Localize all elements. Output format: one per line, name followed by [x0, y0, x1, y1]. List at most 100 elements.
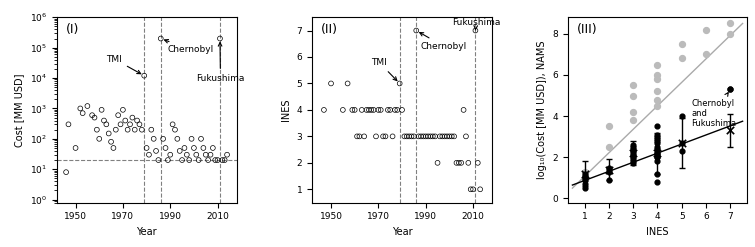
Point	[676, 114, 688, 118]
Point	[143, 153, 155, 157]
Point	[365, 108, 378, 112]
Point	[128, 128, 140, 132]
Point	[578, 182, 590, 186]
Point	[652, 73, 664, 77]
Point	[448, 134, 460, 138]
Point	[578, 178, 590, 182]
Point	[451, 161, 463, 165]
Point	[424, 134, 436, 138]
Point	[351, 134, 363, 138]
Point	[140, 146, 153, 150]
Point	[652, 145, 664, 149]
Point	[627, 151, 639, 155]
Text: (II): (II)	[321, 23, 338, 36]
Point	[627, 157, 639, 161]
Point	[183, 158, 196, 162]
Point	[453, 161, 465, 165]
Point	[652, 151, 664, 155]
Point	[578, 186, 590, 190]
Point	[652, 153, 664, 157]
Point	[124, 122, 136, 126]
Text: (I): (I)	[66, 23, 79, 36]
Point	[578, 170, 590, 174]
Point	[341, 82, 353, 85]
Point	[602, 124, 615, 128]
Point	[420, 134, 432, 138]
Point	[164, 153, 176, 157]
Point	[399, 134, 411, 138]
Point	[401, 134, 413, 138]
Point	[700, 28, 712, 32]
Point	[109, 128, 122, 132]
Point	[462, 161, 474, 165]
Point	[676, 57, 688, 61]
Point	[724, 87, 736, 91]
Point	[652, 135, 664, 139]
Point	[627, 110, 639, 114]
Point	[627, 155, 639, 159]
Point	[176, 158, 188, 162]
Point	[214, 37, 226, 41]
Point	[652, 147, 664, 151]
Point	[652, 133, 664, 137]
Point	[676, 42, 688, 46]
Point	[652, 77, 664, 81]
Point	[188, 146, 200, 150]
Point	[602, 168, 615, 172]
Point	[652, 180, 664, 184]
Point	[470, 29, 482, 33]
Point	[602, 168, 615, 172]
Text: (III): (III)	[577, 23, 597, 36]
Point	[602, 165, 615, 169]
Point	[458, 108, 470, 112]
Text: Fukushima: Fukushima	[196, 42, 245, 83]
Point	[180, 153, 193, 157]
Point	[578, 172, 590, 176]
Y-axis label: log₁₀(Cost [MM USD]), NAMS: log₁₀(Cost [MM USD]), NAMS	[537, 41, 547, 179]
Point	[415, 134, 427, 138]
Point	[353, 134, 365, 138]
Point	[100, 122, 112, 126]
Point	[318, 108, 330, 112]
Point	[652, 172, 664, 176]
Point	[207, 146, 219, 150]
Point	[652, 98, 664, 102]
Point	[82, 104, 94, 108]
Point	[464, 187, 476, 191]
Point	[627, 118, 639, 122]
Point	[403, 134, 415, 138]
Point	[86, 113, 98, 117]
Point	[105, 140, 117, 144]
Point	[370, 134, 382, 138]
Point	[159, 146, 171, 150]
Point	[602, 170, 615, 174]
Point	[148, 137, 160, 141]
Point	[131, 119, 143, 123]
Point	[627, 153, 639, 157]
Point	[652, 141, 664, 145]
Point	[384, 108, 396, 112]
X-axis label: INES: INES	[646, 227, 669, 237]
Point	[652, 155, 664, 159]
Point	[405, 134, 418, 138]
Point	[372, 108, 384, 112]
Point	[434, 134, 446, 138]
Point	[724, 128, 736, 132]
Point	[422, 134, 434, 138]
Point	[472, 161, 484, 165]
Point	[145, 128, 157, 132]
Point	[76, 111, 88, 115]
Point	[138, 74, 150, 78]
Point	[627, 149, 639, 153]
Point	[391, 108, 403, 112]
Point	[441, 134, 453, 138]
Point	[408, 134, 420, 138]
Point	[652, 89, 664, 93]
Point	[627, 145, 639, 149]
Point	[134, 122, 146, 126]
Text: TMI: TMI	[371, 58, 397, 81]
Point	[174, 149, 186, 153]
Point	[652, 104, 664, 108]
Point	[389, 108, 401, 112]
Point	[393, 82, 405, 85]
